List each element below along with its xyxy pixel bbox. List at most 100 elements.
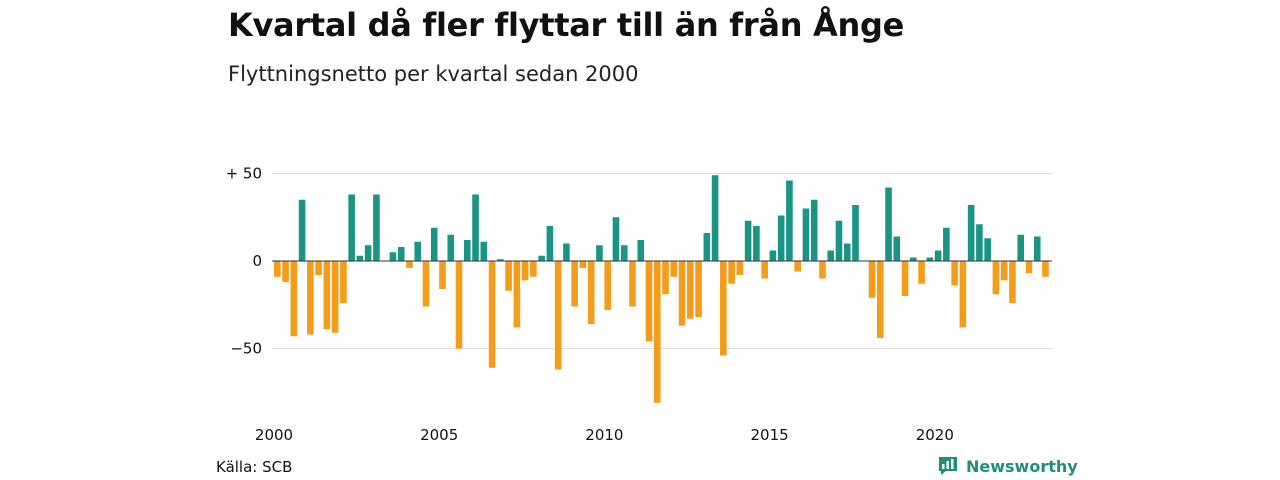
bar [340,261,347,303]
bar [819,261,826,279]
bar [364,245,372,261]
bar [323,261,331,330]
bar [678,261,686,326]
bar [497,259,504,261]
bar [620,245,628,261]
bar [711,175,719,261]
bar [645,261,653,342]
bar [852,205,859,261]
bar [1042,261,1049,277]
bar [901,261,909,296]
bar [728,261,735,284]
bar [546,226,554,261]
bar [579,261,587,268]
bar [976,224,983,261]
bar [1025,261,1033,274]
bar [521,261,529,281]
bar [389,252,397,261]
bar [959,261,967,328]
bar [1033,236,1041,261]
bar [736,261,744,275]
bar [629,261,636,307]
bar [571,261,578,307]
bar [554,261,562,370]
bar [926,257,934,261]
bar [274,261,281,277]
bar [670,261,678,277]
bar [1000,261,1008,281]
bar [951,261,958,286]
bar [868,261,876,298]
bar [744,220,752,261]
bar [827,250,835,261]
bar [703,233,711,261]
bar [356,255,364,261]
bar [885,187,892,261]
bar [307,261,314,335]
bar [538,255,545,261]
bar [786,180,793,261]
x-tick-label: 2010 [585,426,623,444]
bar-chart: + 50 0 −50 2000 2005 2010 2015 2020 [226,165,1052,444]
bar [984,238,991,261]
bar [835,220,843,261]
y-tick-label: 0 [252,252,262,270]
bar [439,261,446,289]
bar [373,194,380,261]
bar [876,261,884,338]
newsworthy-logo-icon [939,457,957,475]
bar [637,240,645,261]
brand-name: Newsworthy [966,456,1078,476]
bar [802,208,810,261]
bar [596,245,603,261]
bar [934,250,942,261]
bar [480,241,488,261]
bar [810,199,818,261]
x-tick-labels: 2000 2005 2010 2015 2020 [255,426,954,444]
x-tick-label: 2020 [916,426,954,444]
bars [274,175,1049,403]
bar [406,261,413,268]
bar [430,227,438,261]
bar [587,261,595,324]
bar [331,261,339,333]
x-tick-label: 2005 [420,426,458,444]
bar [687,261,694,319]
bar [653,261,661,403]
bar [472,194,479,261]
bar [761,261,768,279]
bar [910,257,917,261]
bar [530,261,537,277]
bar [298,199,306,261]
bar [777,215,785,261]
chart-subtitle: Flyttningsnetto per kvartal sedan 2000 [228,62,639,86]
brand-logo[interactable]: Newsworthy [937,455,1078,477]
bar [753,226,760,261]
bar [513,261,521,328]
bar [943,227,950,261]
chart-title: Kvartal då fler flyttar till än från Ång… [228,6,904,44]
bar [563,243,570,261]
bar [604,261,611,310]
bar [843,243,851,261]
bar [315,261,322,275]
bar [1009,261,1016,303]
x-tick-label: 2015 [751,426,789,444]
bar [1017,234,1024,261]
bar [918,261,925,284]
bar [662,261,669,295]
source-note: Källa: SCB [216,458,293,476]
bar [992,261,1000,295]
bar [397,247,405,261]
bar [447,234,455,261]
x-tick-label: 2000 [255,426,293,444]
y-tick-label: −50 [230,340,262,358]
bar [455,261,463,349]
bar [769,250,777,261]
grid-lines [272,173,1052,349]
bar [505,261,512,291]
bar [463,240,471,261]
bar [488,261,496,368]
bar [348,194,355,261]
bar [720,261,727,356]
